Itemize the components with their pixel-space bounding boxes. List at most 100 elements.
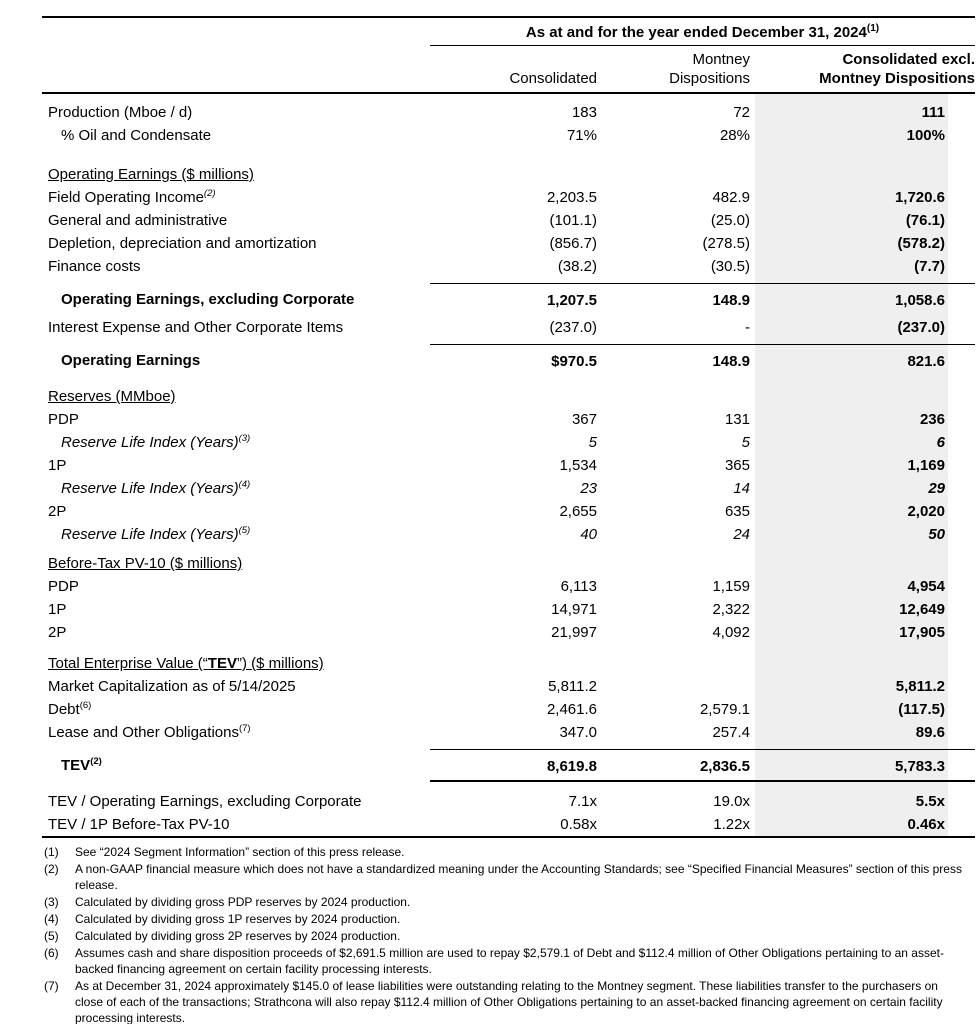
footnote-text: A non-GAAP financial measure which does …	[75, 862, 962, 892]
cell-consolidated	[430, 163, 597, 186]
edge-spacer-cell	[948, 477, 975, 500]
edge-spacer-cell	[948, 749, 975, 782]
cell-montney-dispositions: 482.9	[712, 189, 750, 206]
footnote: (5) Calculated by dividing gross 2P reser…	[42, 928, 975, 944]
cell-consolidated: 183	[571, 104, 597, 121]
cell-montney-dispositions: 148.9	[597, 283, 755, 312]
cell-consolidated-excl: 0.46x	[907, 816, 945, 833]
column-header-consolidated-excl: Consolidated excl. Montney Dispositions	[819, 51, 975, 87]
table-span-header: As at and for the year ended December 31…	[430, 18, 975, 46]
cell-montney-dispositions: 72	[733, 104, 750, 121]
edge-spacer-cell	[948, 316, 975, 339]
footnote-text: Calculated by dividing gross PDP reserve…	[75, 895, 411, 909]
table-row: PDP 367 131 236	[42, 408, 975, 431]
edge-spacer-cell	[948, 552, 975, 575]
cell-montney-dispositions	[597, 385, 755, 408]
cell-consolidated-excl: (76.1)	[905, 212, 945, 229]
footnote-ref: (3)	[238, 433, 251, 444]
table-row: Field Operating Income(2) 2,203.5 482.9 1,7…	[42, 186, 975, 209]
row-gap	[42, 147, 975, 163]
table-row: Operating Earnings $970.5 148.9 821.6	[42, 344, 975, 373]
cell-montney-dispositions: 635	[724, 503, 750, 520]
cell-consolidated: 1,207.5	[430, 283, 597, 312]
footnote: (4) Calculated by dividing gross 1P reser…	[42, 911, 975, 927]
cell-consolidated: 347.0	[559, 724, 597, 741]
footnote-ref: (4)	[238, 479, 251, 490]
row-label: PDP	[48, 411, 79, 428]
cell-consolidated: 367	[571, 411, 597, 428]
cell-consolidated: 5,811.2	[548, 678, 597, 695]
edge-spacer-cell	[948, 523, 975, 546]
financial-table: As at and for the year ended December 31…	[42, 16, 975, 1024]
table-row: Reserve Life Index (Years)(3) 5 5 6	[42, 431, 975, 454]
cell-consolidated-excl: 50	[928, 526, 945, 543]
row-label: TEV / Operating Earnings, excluding Corp…	[48, 793, 362, 810]
cell-consolidated: $970.5	[430, 344, 597, 373]
row-label: 1P	[48, 601, 67, 618]
cell-consolidated: (101.1)	[549, 212, 597, 229]
cell-consolidated-excl	[755, 385, 948, 408]
cell-consolidated	[430, 385, 597, 408]
cell-consolidated-excl: 5,783.3	[755, 749, 948, 782]
row-gap	[42, 782, 975, 790]
cell-montney-dispositions: (30.5)	[710, 258, 750, 275]
cell-consolidated-excl: (7.7)	[914, 258, 945, 275]
cell-consolidated: 7.1x	[568, 793, 597, 810]
footnote-ref: (5)	[238, 525, 251, 536]
footnote-number: (3)	[44, 895, 59, 909]
cell-consolidated-excl: 5,811.2	[895, 678, 945, 695]
table-row: TEV / Operating Earnings, excluding Corp…	[42, 790, 975, 813]
cell-consolidated-excl: 29	[928, 480, 945, 497]
footnotes: (1) See “2024 Segment Information” sectio…	[42, 844, 975, 1024]
section-title: Operating Earnings ($ millions)	[48, 166, 254, 183]
cell-consolidated-excl: (237.0)	[897, 319, 945, 336]
span-header-footnote-ref: (1)	[866, 23, 880, 34]
edge-spacer-cell	[948, 598, 975, 621]
row-label: PDP	[48, 578, 79, 595]
footnote: (7) As at December 31, 2024 approximately…	[42, 978, 975, 1024]
cell-montney-dispositions: 19.0x	[713, 793, 750, 810]
row-label: TEV(2)	[61, 756, 102, 774]
section-title: Total Enterprise Value (“TEV”) ($ millio…	[48, 655, 324, 672]
cell-consolidated-excl: 4,954	[907, 578, 945, 595]
section-title: Reserves (MMboe)	[48, 388, 176, 405]
row-label: 2P	[48, 624, 67, 641]
edge-spacer-cell	[948, 675, 975, 698]
cell-consolidated: 1,534	[559, 457, 597, 474]
section-title: Before-Tax PV-10 ($ millions)	[48, 555, 243, 572]
table-row: Production (Mboe / d) 183 72 111	[42, 101, 975, 124]
cell-montney-dispositions	[597, 163, 755, 186]
edge-spacer-cell	[948, 721, 975, 744]
cell-montney-dispositions	[597, 675, 755, 698]
cell-montney-dispositions: (25.0)	[710, 212, 750, 229]
cell-consolidated-excl: 17,905	[899, 624, 945, 641]
table-row: Market Capitalization as of 5/14/2025 5,8…	[42, 675, 975, 698]
cell-consolidated-excl: 1,058.6	[755, 283, 948, 312]
footnote: (2) A non-GAAP financial measure which do…	[42, 861, 975, 893]
footnote: (6) Assumes cash and share disposition pr…	[42, 945, 975, 977]
cell-montney-dispositions: 14	[733, 480, 750, 497]
cell-montney-dispositions: 4,092	[712, 624, 750, 641]
edge-spacer-cell	[948, 698, 975, 721]
cell-consolidated-excl: 111	[921, 104, 945, 121]
table-row: Depletion, depreciation and amortization…	[42, 232, 975, 255]
edge-spacer-cell	[948, 209, 975, 232]
cell-consolidated: 2,203.5	[546, 189, 597, 206]
cell-consolidated: (856.7)	[549, 235, 597, 252]
edge-spacer-cell	[948, 621, 975, 644]
cell-montney-dispositions: 2,322	[712, 601, 750, 618]
row-label: Operating Earnings	[61, 352, 201, 369]
cell-montney-dispositions: 28%	[719, 127, 750, 144]
footnote-ref: (6)	[79, 700, 92, 711]
cell-consolidated	[430, 552, 597, 575]
cell-consolidated-excl: 6	[936, 434, 945, 451]
footnote-number: (1)	[44, 845, 59, 859]
cell-consolidated-excl: 100%	[906, 127, 945, 144]
footnote-text: Calculated by dividing gross 2P reserves…	[75, 929, 401, 943]
section-header-row: Reserves (MMboe)	[42, 385, 975, 408]
edge-spacer-cell	[948, 454, 975, 477]
column-header-row: Consolidated Montney Dispositions Consol…	[42, 46, 975, 94]
footnote-number: (6)	[44, 946, 59, 960]
cell-consolidated: (38.2)	[557, 258, 597, 275]
